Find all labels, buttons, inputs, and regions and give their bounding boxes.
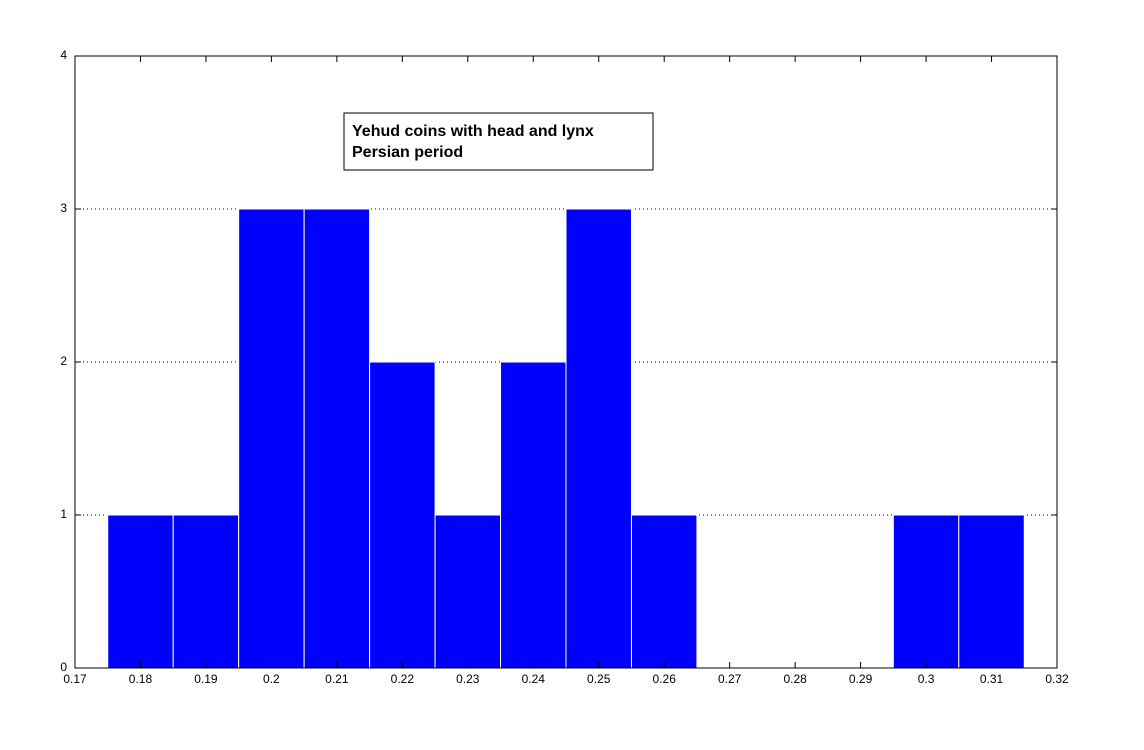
x-tick-label: 0.29	[849, 672, 873, 686]
bar	[303, 208, 371, 669]
x-tick-label: 0.2	[263, 672, 280, 686]
x-tick-label: 0.18	[129, 672, 153, 686]
x-tick-label: 0.31	[980, 672, 1004, 686]
x-tick-label: 0.17	[63, 672, 87, 686]
y-tick-label: 3	[60, 201, 67, 215]
ticks: 0 1 2 3 4 0.17 0.18 0.19 0.2 0.21 0.22 0.23 0.24 0.25…	[60, 48, 1069, 686]
bar	[958, 514, 1025, 669]
x-tick-label: 0.28	[783, 672, 807, 686]
annotation-line: Persian period	[352, 144, 463, 161]
y-tick-label: 4	[60, 48, 67, 62]
x-tick-label: 0.27	[718, 672, 742, 686]
bar	[369, 361, 436, 669]
bar	[238, 208, 305, 669]
bar	[630, 514, 698, 669]
annotation-line: Yehud coins with head and lynx	[352, 123, 594, 140]
x-tick-label: 0.22	[391, 672, 415, 686]
x-tick-label: 0.32	[1045, 672, 1069, 686]
y-tick-label: 1	[60, 507, 67, 521]
x-tick-label: 0.24	[522, 672, 546, 686]
annotation-box	[343, 112, 654, 171]
bar	[107, 514, 174, 669]
bars	[107, 208, 1025, 669]
x-tick-label: 0.25	[587, 672, 611, 686]
x-tick-label: 0.26	[653, 672, 677, 686]
y-tick-label: 2	[60, 354, 67, 368]
bar	[565, 208, 632, 669]
bar	[892, 514, 960, 669]
x-tick-label: 0.21	[325, 672, 349, 686]
x-tick-label: 0.23	[456, 672, 480, 686]
bar	[434, 514, 502, 669]
y-tick-label: 0	[60, 660, 67, 674]
bar	[500, 361, 567, 669]
x-tick-label: 0.3	[918, 672, 935, 686]
bar	[172, 514, 240, 669]
x-tick-label: 0.19	[194, 672, 218, 686]
